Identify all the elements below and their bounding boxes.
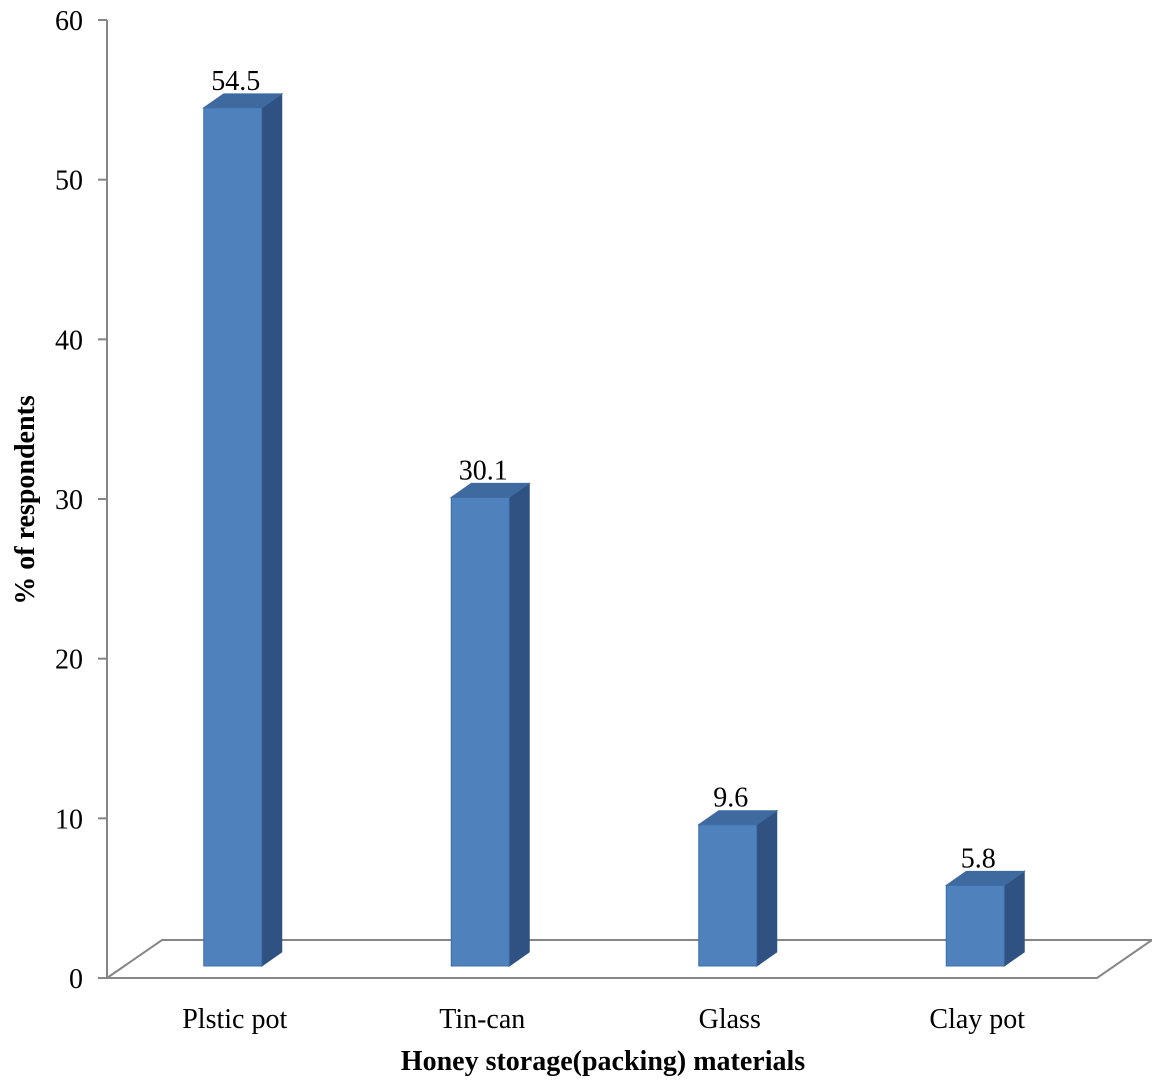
- y-ticks: 0 10 20 30 40 50 60: [55, 6, 107, 995]
- data-label: 5.8: [961, 843, 996, 874]
- bar: [449, 482, 531, 967]
- bar: [944, 870, 1026, 967]
- bar-side-face: [261, 92, 283, 967]
- y-tick-label: 30: [55, 485, 83, 516]
- bars: [202, 92, 1026, 967]
- data-label: 54.5: [211, 66, 260, 97]
- bar-side-face: [508, 482, 530, 967]
- bar: [697, 809, 779, 967]
- bar-side-face: [1003, 870, 1025, 967]
- category-label: Plstic pot: [182, 1004, 287, 1035]
- category-label: Tin-can: [439, 1004, 525, 1035]
- data-labels: 54.5 30.1 9.6 5.8: [211, 66, 996, 875]
- bar-side-face: [756, 809, 778, 967]
- data-label: 9.6: [713, 783, 748, 814]
- y-tick-label: 50: [55, 166, 83, 197]
- x-axis-title: Honey storage(packing) materials: [401, 1046, 805, 1077]
- y-axis-title: % of respondents: [10, 395, 41, 605]
- category-label: Clay pot: [929, 1004, 1025, 1035]
- y-tick-label: 0: [69, 964, 83, 995]
- data-label: 30.1: [459, 455, 508, 486]
- y-tick-label: 60: [55, 6, 83, 37]
- floor-plane: [103, 939, 1152, 979]
- bar-front-face: [203, 107, 263, 967]
- bar-front-face: [945, 884, 1005, 967]
- y-tick-label: 20: [55, 645, 83, 676]
- bar: [202, 92, 284, 967]
- category-labels: Plstic pot Tin-can Glass Clay pot: [182, 1004, 1025, 1035]
- category-label: Glass: [699, 1004, 761, 1035]
- bar-front-face: [698, 824, 758, 967]
- y-tick-label: 10: [55, 804, 83, 835]
- y-tick-label: 40: [55, 325, 83, 356]
- bar-front-face: [450, 496, 510, 967]
